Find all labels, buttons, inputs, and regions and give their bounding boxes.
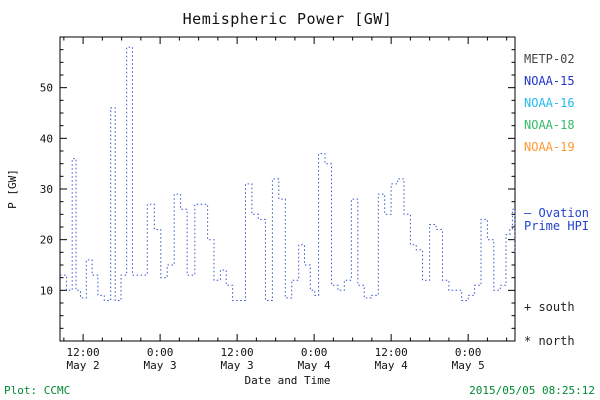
- plot-timestamp: 2015/05/05 08:25:12: [469, 384, 595, 397]
- x-axis-label: Date and Time: [244, 374, 331, 387]
- x-tick-time: 0:00: [455, 346, 482, 359]
- plot-frame: [59, 36, 516, 342]
- legend-marker-north: * north: [524, 334, 575, 348]
- x-tick-date: May 2: [67, 359, 100, 372]
- legend-marker-south: + south: [524, 300, 575, 314]
- x-tick-date: May 3: [221, 359, 254, 372]
- axis-ticks: [60, 37, 515, 341]
- legend-series-line2: Prime HPI: [524, 219, 590, 233]
- x-tick-date: May 3: [144, 359, 177, 372]
- x-tick-time: 12:00: [221, 346, 254, 359]
- x-tick-date: May 4: [375, 359, 408, 372]
- chart-title: Hemispheric Power [GW]: [182, 10, 393, 28]
- y-tick-label: 30: [40, 183, 53, 196]
- legend-item-noaa-16: NOAA-16: [524, 96, 575, 110]
- data-line-ovation-prime-hpi: [60, 46, 516, 301]
- legend-item-noaa-15: NOAA-15: [524, 74, 575, 88]
- y-tick-label: 50: [40, 82, 53, 95]
- x-tick-time: 0:00: [147, 346, 174, 359]
- legend-item-metp-02: METP-02: [524, 52, 575, 66]
- plot-credit: Plot: CCMC: [4, 384, 71, 397]
- legend-item-noaa-19: NOAA-19: [524, 140, 575, 154]
- y-tick-label: 10: [40, 284, 53, 297]
- x-tick-date: May 4: [298, 359, 331, 372]
- y-axis-label: P [GW]: [6, 169, 19, 209]
- y-tick-label: 20: [40, 234, 53, 247]
- legend-series-ovation-prime-hpi: – Ovation Prime HPI: [524, 207, 589, 233]
- x-tick-time: 12:00: [375, 346, 408, 359]
- legend-item-noaa-18: NOAA-18: [524, 118, 575, 132]
- x-tick-date: May 5: [452, 359, 485, 372]
- x-tick-time: 12:00: [67, 346, 100, 359]
- legend-series-line1: – Ovation: [524, 206, 590, 220]
- y-tick-label: 40: [40, 132, 53, 145]
- x-tick-time: 0:00: [301, 346, 328, 359]
